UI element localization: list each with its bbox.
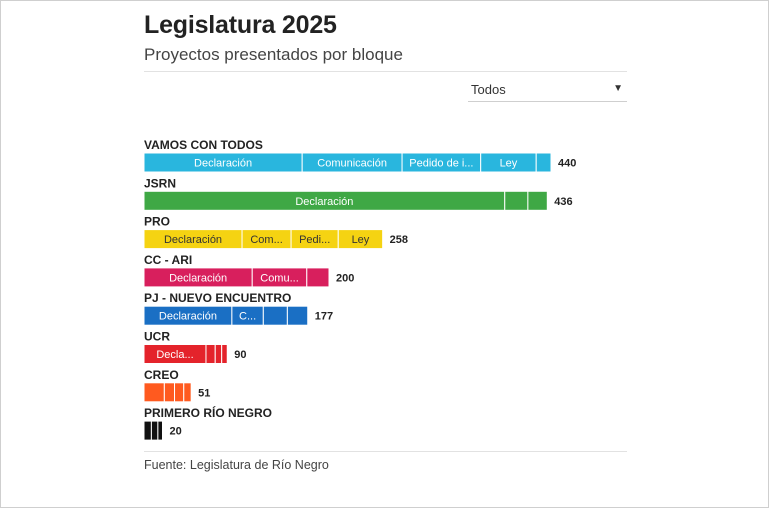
segment-label: Declaración [295, 196, 353, 208]
bloc-filter-dropdown[interactable]: Todos ▼ [468, 79, 627, 102]
bloc-total-label: 177 [315, 311, 333, 323]
bar-segment [174, 382, 185, 403]
bar-segment [183, 382, 192, 403]
segment-label: Com... [250, 234, 282, 246]
segment-label: Declaración [194, 158, 252, 170]
segment-label: Pedido de i... [409, 158, 473, 170]
segment-label: Ley [500, 158, 518, 170]
bar-segment [214, 344, 223, 364]
segment-label: Declaración [159, 311, 217, 323]
bloc-label-pro: PRO [144, 215, 170, 229]
segment-label: Ley [352, 234, 370, 246]
segment-label: Declaración [164, 234, 222, 246]
bloc-total-label: 258 [390, 234, 408, 246]
divider [144, 451, 627, 452]
bar-segment [262, 305, 288, 326]
bar-segment [535, 152, 552, 173]
bloc-total-label: 440 [558, 158, 576, 170]
bloc-total-label: 200 [336, 272, 354, 284]
segment-label: Declaración [169, 272, 227, 284]
bar-segment [163, 382, 176, 403]
page-subtitle: Proyectos presentados por bloque [144, 45, 403, 64]
segment-label: Comu... [260, 272, 299, 284]
page-title: Legislatura 2025 [144, 11, 337, 39]
bloc-label-vamos-con-todos: VAMOS CON TODOS [144, 138, 263, 152]
segment-label: Pedi... [299, 234, 330, 246]
filter-selected-value: Todos [471, 82, 506, 97]
bloc-label-cc-ari: CC - ARI [144, 253, 192, 267]
bloc-label-creo: CREO [144, 368, 179, 382]
divider [144, 71, 627, 72]
bloc-label-primero-rio-negro: PRIMERO RÍO NEGRO [144, 405, 272, 420]
bar-segment [205, 344, 216, 364]
bloc-total-label: 90 [234, 349, 246, 361]
segment-label: Comunicación [317, 158, 387, 170]
bloc-total-label: 51 [198, 387, 210, 399]
bar-segment [150, 420, 159, 441]
segment-label: Decla... [156, 349, 193, 361]
bar-segment [337, 229, 384, 250]
bar-segment [504, 190, 529, 211]
bloc-label-jsrn: JSRN [144, 176, 176, 190]
bloc-label-pj-nuevo-encuentro: PJ - NUEVO ENCUENTRO [144, 291, 291, 305]
source-note: Fuente: Legislatura de Río Negro [144, 458, 329, 472]
bar-segment [143, 420, 152, 441]
bloc-total-label: 436 [554, 196, 572, 208]
segment-label: C... [239, 311, 256, 323]
bloc-total-label: 20 [170, 426, 182, 438]
bar-segment [143, 382, 165, 403]
caret-down-icon: ▼ [613, 83, 623, 94]
bar-segment [306, 267, 330, 288]
bar-segment [527, 190, 548, 211]
bar-segment [157, 420, 163, 441]
bar-segment [286, 305, 309, 326]
bloc-label-ucr: UCR [144, 330, 170, 344]
bar-segment [221, 344, 228, 364]
